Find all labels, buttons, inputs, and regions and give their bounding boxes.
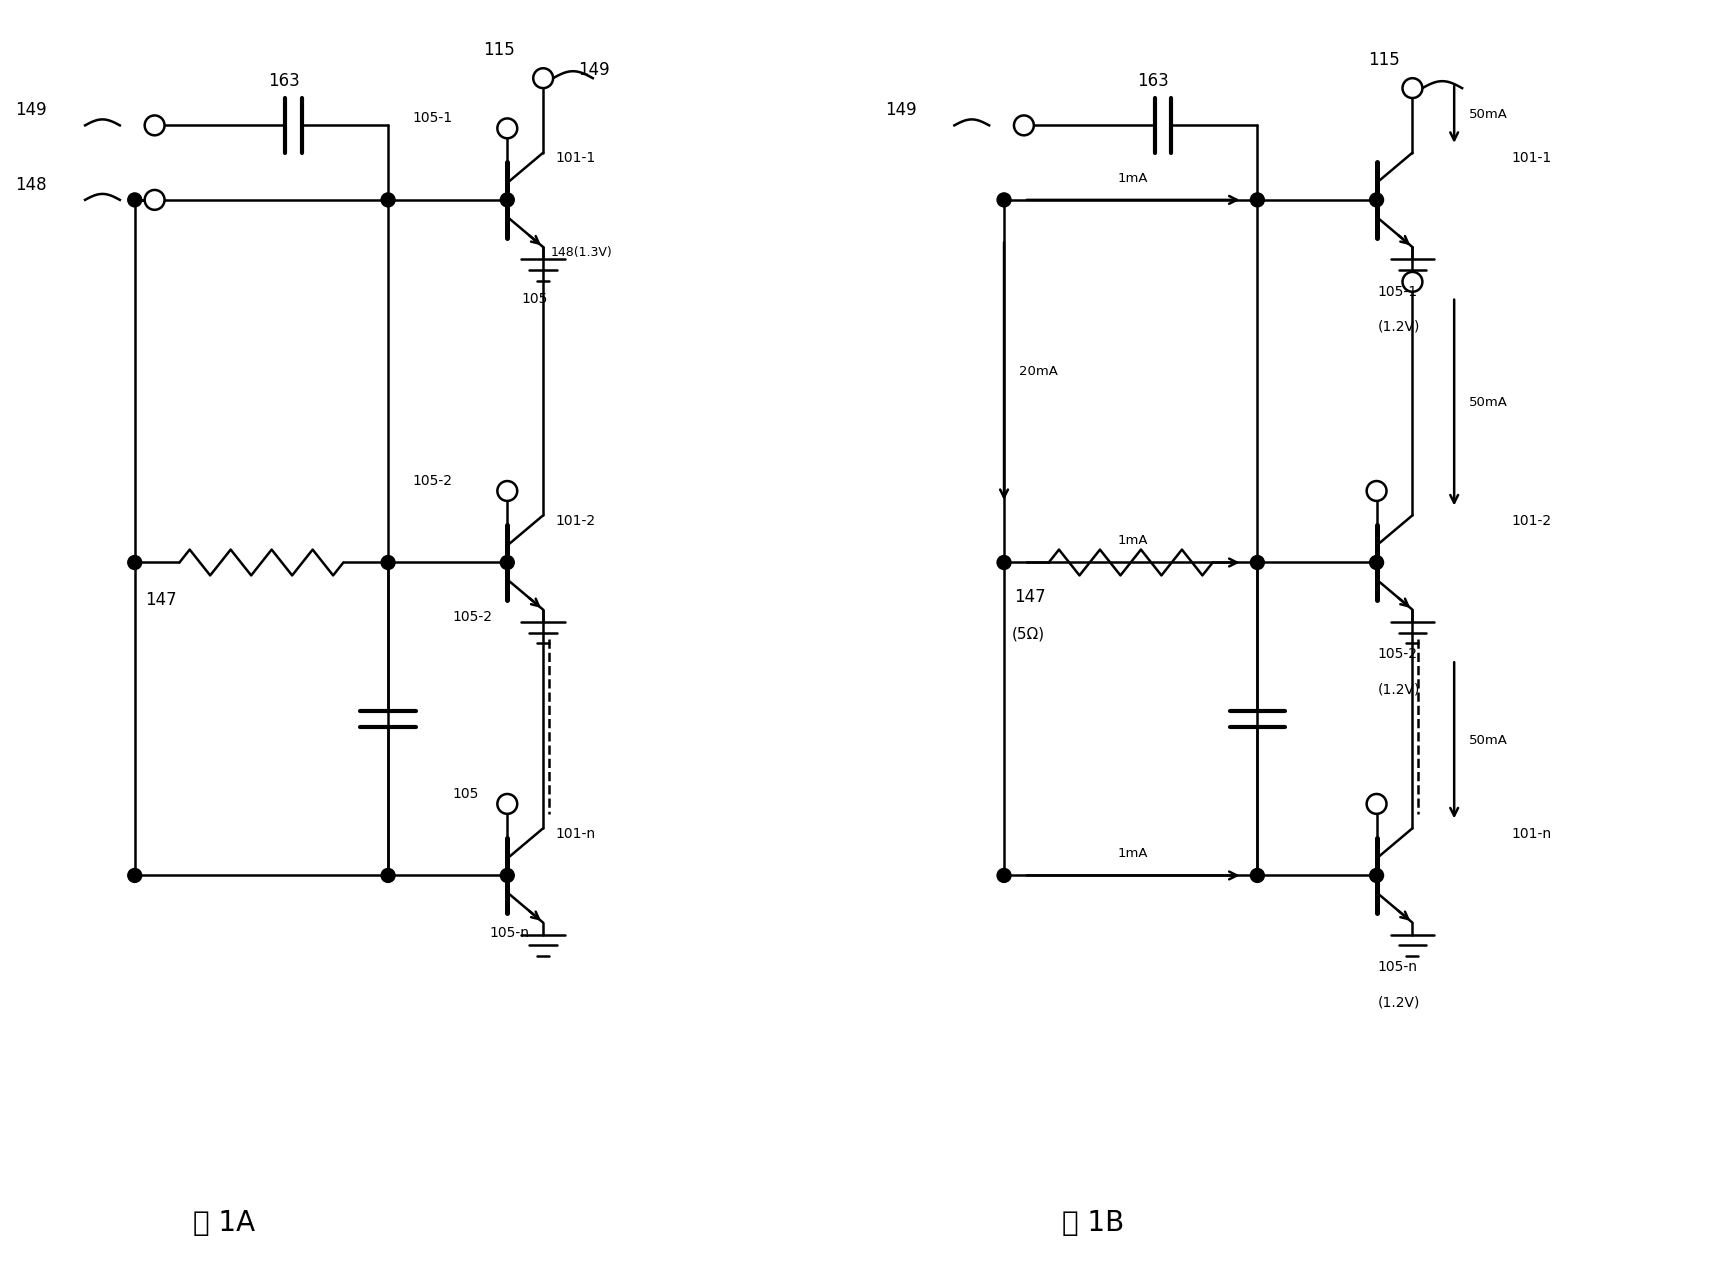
Text: (5Ω): (5Ω) — [1012, 627, 1045, 641]
Text: 147: 147 — [1014, 589, 1045, 607]
Circle shape — [128, 555, 142, 570]
Text: 163: 163 — [267, 72, 300, 89]
Circle shape — [1250, 868, 1264, 882]
Text: 1mA: 1mA — [1119, 847, 1148, 861]
Circle shape — [144, 115, 164, 135]
Circle shape — [1367, 794, 1386, 813]
Circle shape — [1250, 193, 1264, 207]
Circle shape — [500, 193, 514, 207]
Text: 101-n: 101-n — [1513, 826, 1552, 840]
Circle shape — [500, 868, 514, 882]
Circle shape — [144, 190, 164, 209]
Text: 105: 105 — [521, 291, 548, 305]
Text: 101-2: 101-2 — [555, 513, 594, 527]
Circle shape — [533, 68, 553, 88]
Text: 105-1: 105-1 — [413, 111, 452, 125]
Circle shape — [500, 555, 514, 570]
Text: 147: 147 — [144, 591, 176, 609]
Circle shape — [128, 868, 142, 882]
Circle shape — [1403, 78, 1422, 98]
Text: 163: 163 — [1137, 72, 1168, 89]
Text: 图 1B: 图 1B — [1062, 1209, 1124, 1237]
Text: 105: 105 — [452, 787, 480, 801]
Text: 105-2: 105-2 — [1377, 647, 1418, 661]
Text: 1mA: 1mA — [1119, 171, 1148, 184]
Text: (1.2V): (1.2V) — [1377, 319, 1420, 333]
Text: 50mA: 50mA — [1470, 109, 1507, 121]
Circle shape — [1014, 115, 1035, 135]
Circle shape — [380, 555, 396, 570]
Circle shape — [497, 794, 517, 813]
Circle shape — [380, 193, 396, 207]
Text: 50mA: 50mA — [1470, 734, 1507, 747]
Text: 149: 149 — [15, 101, 48, 120]
Circle shape — [128, 193, 142, 207]
Text: 20mA: 20mA — [1019, 365, 1059, 378]
Circle shape — [1403, 272, 1422, 291]
Text: 105-n: 105-n — [1377, 960, 1418, 974]
Text: 105-2: 105-2 — [413, 474, 452, 488]
Text: 148: 148 — [15, 176, 48, 194]
Text: 105-1: 105-1 — [1377, 285, 1418, 299]
Circle shape — [497, 119, 517, 138]
Text: 101-2: 101-2 — [1513, 513, 1552, 527]
Circle shape — [1367, 481, 1386, 501]
Text: 115: 115 — [483, 41, 516, 59]
Text: 149: 149 — [886, 101, 916, 120]
Text: 115: 115 — [1367, 51, 1400, 69]
Text: 149: 149 — [577, 61, 610, 79]
Text: 50mA: 50mA — [1470, 396, 1507, 409]
Circle shape — [1370, 555, 1384, 570]
Circle shape — [1370, 193, 1384, 207]
Text: 101-n: 101-n — [555, 826, 594, 840]
Text: 图 1A: 图 1A — [194, 1209, 255, 1237]
Circle shape — [997, 193, 1011, 207]
Text: 148(1.3V): 148(1.3V) — [552, 245, 613, 258]
Text: 101-1: 101-1 — [555, 151, 596, 165]
Circle shape — [997, 555, 1011, 570]
Text: (1.2V): (1.2V) — [1377, 682, 1420, 696]
Text: 105-n: 105-n — [490, 926, 529, 940]
Circle shape — [497, 481, 517, 501]
Circle shape — [380, 868, 396, 882]
Circle shape — [1250, 555, 1264, 570]
Text: 1mA: 1mA — [1119, 534, 1148, 547]
Circle shape — [1370, 868, 1384, 882]
Text: 105-2: 105-2 — [452, 610, 493, 624]
Text: 101-1: 101-1 — [1513, 151, 1552, 165]
Text: (1.2V): (1.2V) — [1377, 995, 1420, 1009]
Circle shape — [997, 868, 1011, 882]
